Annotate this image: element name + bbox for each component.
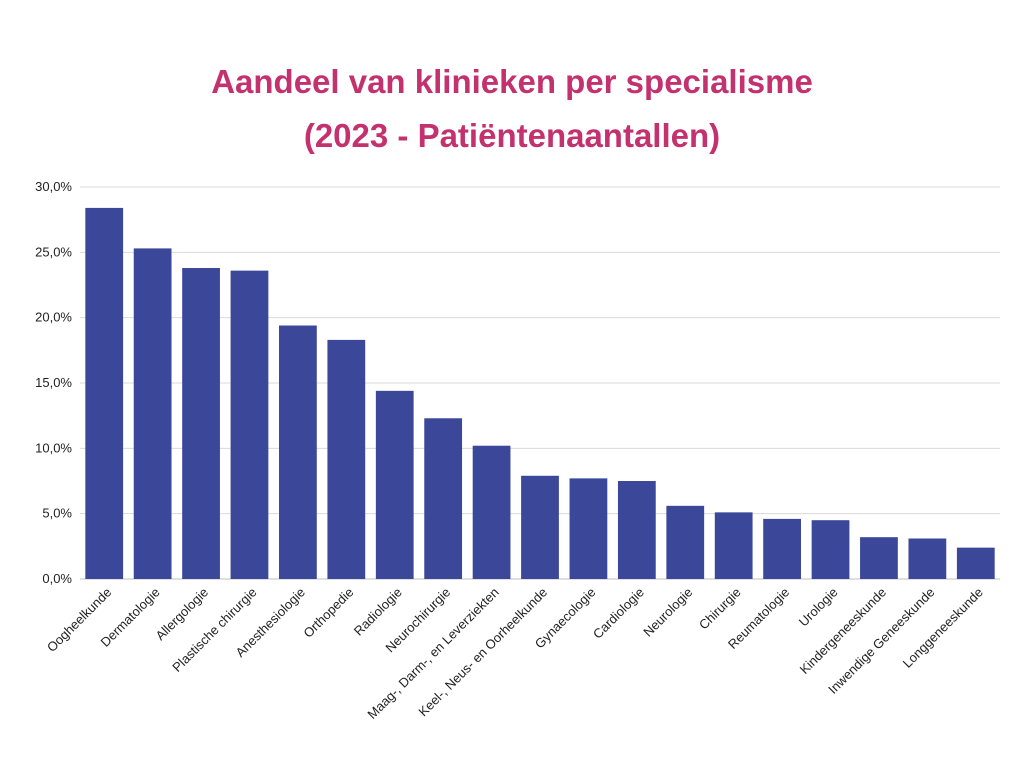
bar-oogheelkunde xyxy=(85,207,124,579)
bar-radiologie xyxy=(375,390,414,579)
bars xyxy=(85,207,995,579)
x-axis: OogheelkundeDermatologieAllergologiePlas… xyxy=(44,585,986,722)
bar-anesthesiologie xyxy=(279,325,317,579)
chart-subtitle: (2023 - Patiëntenaantallen) xyxy=(303,117,721,154)
bar-urologie xyxy=(811,520,850,579)
bar-neurochirurgie xyxy=(424,418,463,579)
bar-longgeneeskunde xyxy=(956,547,995,579)
bar-orthopedie xyxy=(327,339,366,579)
x-tick-label: Urologie xyxy=(796,585,841,630)
bar-allergologie xyxy=(182,268,220,579)
x-tick-label: Cardiologie xyxy=(590,585,647,642)
y-tick-label: 15,0% xyxy=(35,375,72,390)
x-tick-label: Chirurgie xyxy=(696,585,744,633)
bar-gynaecologie xyxy=(569,478,608,579)
y-tick-label: 20,0% xyxy=(35,310,72,325)
y-tick-label: 10,0% xyxy=(35,440,72,455)
x-tick-label: Orthopedie xyxy=(300,585,356,641)
bar-chirurgie xyxy=(714,512,753,579)
bar-reumatologie xyxy=(763,518,801,579)
x-tick-label: Plastische chirurgie xyxy=(169,585,259,675)
x-tick-label: Kindergeneeskunde xyxy=(797,585,889,677)
bar-plastische-chirurgie xyxy=(230,270,269,579)
x-tick-label: Neurologie xyxy=(640,585,695,640)
bar-dermatologie xyxy=(133,248,172,579)
bar-cardiologie xyxy=(617,481,656,579)
y-tick-label: 30,0% xyxy=(35,179,72,194)
bar-neurologie xyxy=(666,505,705,579)
y-tick-label: 5,0% xyxy=(42,506,72,521)
y-tick-label: 0,0% xyxy=(42,571,72,586)
y-axis: 0,0% 5,0% 10,0% 15,0% 20,0% 25,0% 30,0% xyxy=(35,179,72,586)
chart-title: Aandeel van klinieken per specialisme xyxy=(211,63,813,100)
bar-maag-darm-en-leverziekten xyxy=(472,445,511,579)
bar-kindergeneeskunde xyxy=(860,537,898,579)
y-tick-label: 25,0% xyxy=(35,244,72,259)
bar-keel-neus-en-oorheelkunde xyxy=(521,475,559,579)
bar-inwendige-geneeskunde xyxy=(908,538,947,579)
